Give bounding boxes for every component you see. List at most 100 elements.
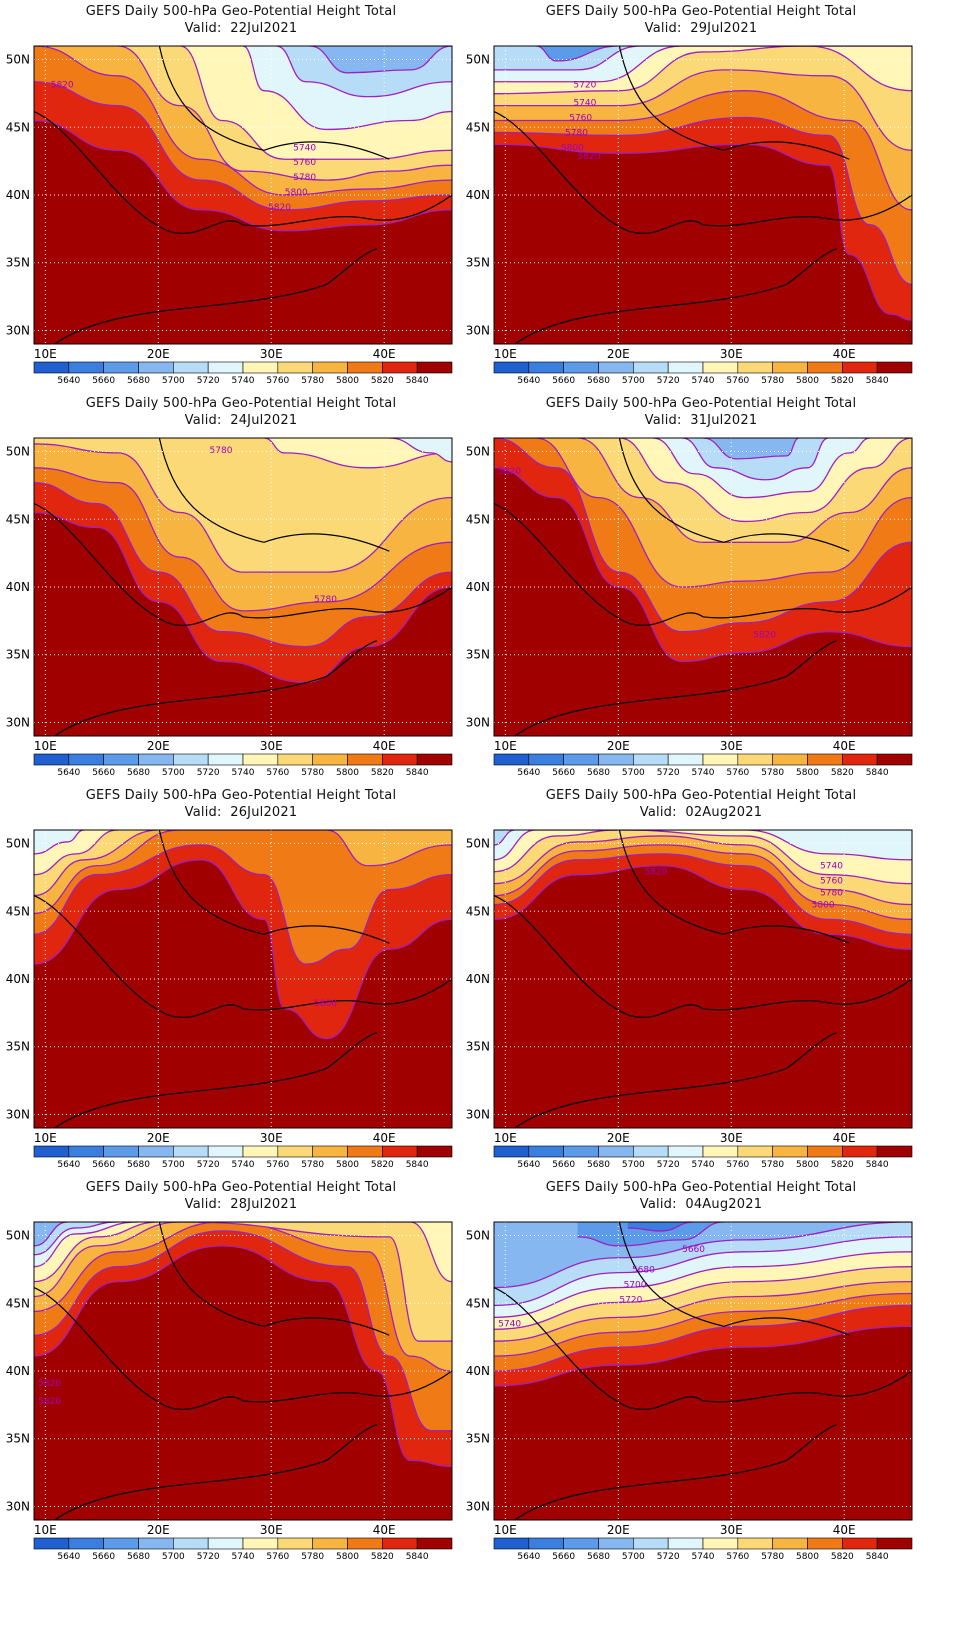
contour-label: 5740	[293, 143, 316, 153]
colorbar-swatch	[737, 361, 773, 374]
colorbar-swatch	[207, 753, 244, 766]
colorbar-label: 5820	[371, 1552, 394, 1562]
colorbar-swatch	[563, 1537, 599, 1550]
colorbar-swatch	[493, 361, 530, 374]
map-area: 5820 5820	[494, 438, 912, 736]
colorbar-swatch	[842, 753, 878, 766]
y-tick-label: 45N	[466, 120, 490, 134]
y-tick-label: 40N	[6, 1364, 30, 1378]
map-area: 5780 5780	[34, 438, 452, 736]
contour-line	[535, 438, 912, 588]
contour-label: 5820	[38, 1379, 61, 1389]
panel-title: GEFS Daily 500-hPa Geo-Potential Height …	[85, 788, 397, 803]
colorbar-swatch	[347, 753, 383, 766]
contour-label: 5660	[682, 1245, 705, 1255]
x-tick-label: 40E	[373, 1131, 396, 1145]
x-tick-label: 10E	[34, 1523, 57, 1537]
colorbar-swatch	[312, 361, 348, 374]
colorbar-label: 5720	[657, 376, 680, 386]
y-tick-label: 30N	[6, 323, 30, 337]
y-tick-label: 40N	[6, 580, 30, 594]
contour-line	[34, 1222, 68, 1247]
colorbar-label: 5700	[162, 1160, 185, 1170]
colorbar-swatch	[242, 1145, 279, 1158]
colorbar-swatch	[563, 361, 599, 374]
contour-label: 5700	[624, 1281, 647, 1291]
contour-label: 5740	[820, 862, 843, 872]
y-tick-label: 45N	[6, 512, 30, 526]
y-tick-label: 30N	[466, 1499, 490, 1513]
y-tick-label: 40N	[6, 972, 30, 986]
contour-line	[494, 830, 912, 885]
colorbar-swatch	[277, 1537, 313, 1550]
contour-line	[389, 438, 452, 463]
colorbar-label: 5700	[162, 1552, 185, 1562]
contour-line	[263, 438, 452, 469]
y-tick-label: 45N	[6, 1296, 30, 1310]
colorbar-swatch	[277, 753, 313, 766]
contour-line	[34, 482, 452, 648]
coastline	[494, 46, 912, 344]
colorbar-label: 5760	[726, 1552, 749, 1562]
y-tick-label: 40N	[466, 580, 490, 594]
contour-line	[494, 1325, 912, 1387]
colorbar-label: 5640	[517, 376, 540, 386]
y-tick-label: 35N	[6, 1432, 30, 1446]
x-tick-label: 40E	[833, 347, 856, 361]
contour-label: 5780	[565, 128, 588, 138]
contour-line	[34, 1222, 118, 1256]
coastline	[34, 830, 452, 1128]
contour-label: 5740	[573, 99, 596, 109]
colorbar-swatch	[563, 753, 599, 766]
height-band	[309, 46, 452, 73]
colorbar-swatch	[173, 753, 209, 766]
x-tick-label: 20E	[607, 347, 630, 361]
contour-label: 5780	[820, 889, 843, 899]
colorbar-label: 5800	[796, 1552, 819, 1562]
colorbar-label: 5780	[301, 768, 324, 778]
coastline	[494, 438, 912, 736]
contour-label: 5820	[268, 203, 291, 213]
height-band	[703, 438, 800, 459]
colorbar-label: 5660	[92, 376, 115, 386]
colorbar-swatch	[103, 1537, 139, 1550]
height-band	[34, 1222, 118, 1255]
x-tick-label: 40E	[373, 1523, 396, 1537]
colorbar-swatch	[702, 361, 739, 374]
y-tick-label: 45N	[466, 1296, 490, 1310]
contour-label: 5820	[753, 631, 776, 641]
contour-label: 5820	[51, 81, 74, 91]
x-tick-label: 40E	[373, 739, 396, 753]
colorbar-swatch	[876, 1537, 913, 1550]
x-tick-label: 40E	[373, 347, 396, 361]
colorbar-label: 5680	[127, 1552, 150, 1562]
colorbar-label: 5740	[692, 768, 715, 778]
contour-line	[34, 119, 452, 232]
map-frame	[493, 829, 913, 1129]
contour-line	[652, 438, 871, 499]
y-tick-label: 45N	[6, 904, 30, 918]
contour-label: 5720	[619, 1295, 642, 1305]
colorbar-swatch	[737, 753, 773, 766]
y-tick-label: 50N	[6, 1229, 30, 1243]
colorbar-label: 5640	[57, 768, 80, 778]
colorbar-swatch	[312, 1537, 348, 1550]
x-tick-label: 10E	[34, 1131, 57, 1145]
colorbar-swatch	[842, 1537, 878, 1550]
colorbar-label: 5640	[57, 1160, 80, 1170]
x-tick-label: 30E	[720, 347, 743, 361]
colorbar-swatch	[68, 753, 104, 766]
colorbar-label: 5720	[197, 376, 220, 386]
colorbar-swatch	[493, 1537, 530, 1550]
coastline	[34, 1222, 452, 1520]
colorbar-swatch	[807, 753, 843, 766]
colorbar-swatch	[416, 1145, 453, 1158]
map-figure: 5660 5680 5700 5720 5740 10E 20E 30E 40E 50N 45N 40…	[466, 1221, 913, 1562]
colorbar-swatch	[68, 1145, 104, 1158]
colorbar-label: 5700	[622, 376, 645, 386]
panel-title: GEFS Daily 500-hPa Geo-Potential Height …	[545, 4, 857, 19]
colorbar-swatch	[347, 1537, 383, 1550]
contour-line	[34, 1230, 452, 1432]
contour-line	[702, 438, 800, 460]
